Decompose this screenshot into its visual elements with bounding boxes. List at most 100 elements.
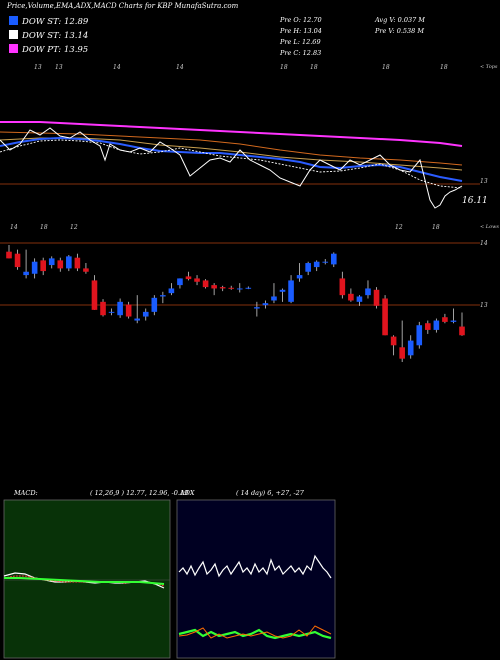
candle-body	[14, 253, 21, 268]
candle-body	[74, 257, 81, 269]
date-label-bottom: 12	[70, 224, 78, 231]
candles-group	[6, 245, 465, 362]
legend-dow-st-2: DOW ST: 13.14	[9, 30, 88, 41]
candle-body	[48, 258, 55, 266]
candle-body	[151, 297, 158, 312]
candle-body	[279, 289, 286, 292]
candle-body	[416, 325, 423, 346]
candle-body	[450, 320, 457, 322]
candle-body	[219, 287, 226, 289]
prev-high: Pre H: 13.04	[280, 27, 322, 35]
lows-label: < Lows	[480, 224, 499, 230]
candle-body	[91, 280, 98, 310]
prev-open: Pre O: 12.70	[280, 16, 322, 24]
prev-volume: Pre V: 0.538 M	[375, 27, 425, 35]
candle-body	[382, 298, 388, 336]
candle-body	[348, 293, 354, 301]
macd-values: ( 12,26,9 ) 12.77, 12.96, -0.19	[90, 489, 189, 497]
prev-low: Pre L: 12.69	[280, 38, 321, 46]
date-label-top: 18	[440, 64, 448, 71]
candle-body	[433, 320, 440, 330]
candle-body	[202, 280, 209, 288]
date-label-top: 18	[280, 64, 288, 71]
ema-white-dashed-line	[0, 139, 463, 189]
adx-line	[178, 554, 332, 579]
candle-body	[108, 311, 115, 313]
candle-body	[23, 271, 29, 276]
candle-body	[254, 307, 260, 309]
date-label-top: 18	[310, 64, 318, 71]
legend-dow-pt: DOW PT: 13.95	[9, 44, 88, 55]
adx-values: ( 14 day) 6, +27, -27	[236, 489, 304, 497]
macd-panel	[3, 499, 171, 659]
adx-label: ADX	[180, 489, 195, 497]
candle-body	[322, 261, 329, 263]
ema-orange-line	[0, 131, 463, 166]
candle-body	[313, 261, 320, 268]
date-label-top: 13	[55, 64, 63, 71]
price-tick-13: 13	[480, 302, 488, 309]
candle-body	[57, 260, 64, 269]
candle-body	[83, 268, 89, 272]
candle-body	[228, 287, 235, 289]
legend-swatch-white	[9, 30, 18, 39]
candle-body	[177, 278, 183, 286]
date-label-bottom: 14	[10, 224, 18, 231]
ema-value-label: 16.11	[462, 196, 488, 206]
date-label-top: 14	[113, 64, 121, 71]
ema-price-line	[0, 127, 463, 209]
avg-volume: Avg V: 0.037 M	[375, 16, 425, 24]
date-label-top: 13	[34, 64, 42, 71]
price-tick-14: 14	[480, 240, 488, 247]
date-label-bottom: 18	[40, 224, 48, 231]
candle-body	[373, 289, 380, 306]
candle-body	[168, 288, 175, 294]
candle-body	[134, 318, 141, 321]
date-label-top: 14	[176, 64, 184, 71]
legend-dow-st-1: DOW ST: 12.89	[9, 16, 88, 27]
candle-body	[40, 260, 46, 272]
candle-body	[365, 288, 371, 296]
candle-body	[262, 303, 269, 306]
date-label-top: 18	[382, 64, 390, 71]
adx-panel	[176, 499, 336, 659]
candle-body	[185, 276, 192, 280]
candle-body	[160, 295, 166, 297]
ema-right-tick: 13	[480, 178, 488, 185]
prev-close: Pre C: 12.83	[280, 49, 322, 57]
tops-label: < Tops	[480, 64, 498, 70]
candle-body	[31, 261, 38, 274]
chart-title: Price,Volume,EMA,ADX,MACD Charts for KBP…	[7, 2, 239, 10]
candle-body	[390, 336, 397, 346]
candle-body	[288, 280, 294, 302]
candle-body	[330, 253, 337, 265]
candle-body	[356, 296, 363, 302]
candle-body	[305, 263, 311, 272]
ema-panel	[0, 121, 480, 306]
candle-body	[194, 278, 200, 282]
date-label-bottom: 12	[395, 224, 403, 231]
candle-body	[236, 288, 243, 290]
adx-minus-di-line	[178, 625, 332, 639]
candle-body	[6, 251, 12, 259]
ema-magenta-line	[0, 121, 463, 147]
candle-body	[296, 275, 303, 279]
candle-body	[211, 285, 217, 289]
candle-body	[425, 323, 431, 330]
candle-body	[407, 340, 414, 356]
adx-plus-di-line	[178, 628, 332, 640]
candle-body	[339, 278, 346, 296]
legend-swatch-blue	[9, 16, 18, 25]
candle-body	[399, 347, 405, 359]
candle-body	[271, 296, 277, 301]
candle-body	[245, 287, 252, 289]
candle-body	[125, 304, 132, 317]
candle-body	[442, 317, 448, 322]
candle-body	[100, 301, 106, 316]
date-label-bottom: 18	[432, 224, 440, 231]
macd-label: MACD:	[14, 489, 38, 497]
candle-body	[66, 256, 72, 269]
macd-green-line	[4, 577, 165, 585]
candle-body	[142, 311, 149, 317]
